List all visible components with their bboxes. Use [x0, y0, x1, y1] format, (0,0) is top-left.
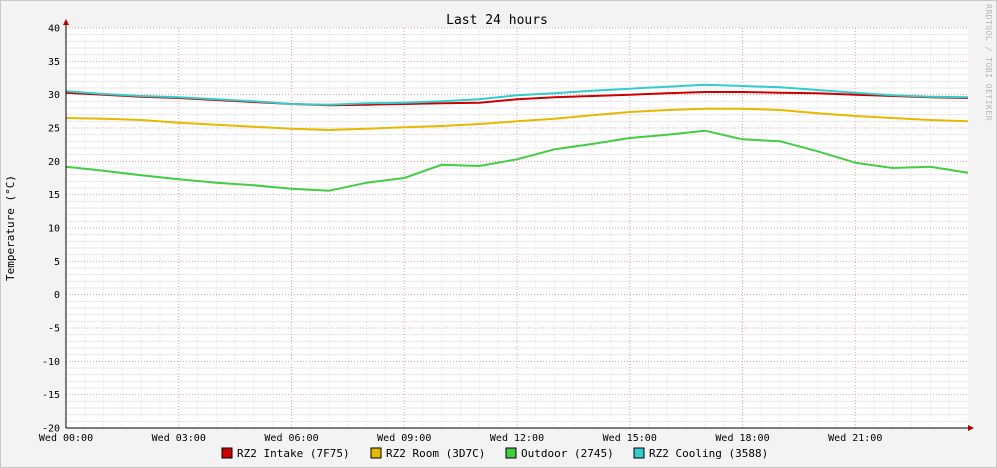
x-tick-label: Wed 06:00: [264, 433, 318, 444]
x-tick-label: Wed 18:00: [715, 433, 769, 444]
legend-label: RZ2 Room (3D7C): [386, 447, 485, 460]
x-tick-label: Wed 09:00: [377, 433, 431, 444]
x-tick-label: Wed 00:00: [39, 433, 93, 444]
legend-swatch: [370, 447, 382, 459]
y-tick-label: 40: [48, 24, 60, 35]
y-tick-label: 10: [48, 224, 60, 235]
y-tick-label: -10: [42, 357, 60, 368]
y-tick-label: 20: [48, 157, 60, 168]
legend: RZ2 Intake (7F75) RZ2 Room (3D7C) Outdoor …: [221, 447, 768, 460]
x-axis-arrow-icon: [968, 425, 974, 431]
y-tick-label: -5: [48, 324, 60, 335]
legend-label: Outdoor (2745): [521, 447, 614, 460]
y-tick-label: 5: [54, 257, 60, 268]
y-axis-arrow-icon: [63, 19, 69, 25]
legend-swatch: [505, 447, 517, 459]
y-tick-labels: 40 35 30 25 20 15 10 5 0 -5 -10 -15 -20: [42, 24, 60, 435]
x-tick-label: Wed 03:00: [152, 433, 206, 444]
y-tick-label: 15: [48, 190, 60, 201]
y-tick-label: -20: [42, 424, 60, 435]
y-tick-label: 35: [48, 57, 60, 68]
x-tick-label: Wed 12:00: [490, 433, 544, 444]
y-tick-label: -15: [42, 390, 60, 401]
watermark-text: RRDTOOL / TOBI OETIKER: [984, 4, 993, 121]
y-tick-label: 25: [48, 124, 60, 135]
legend-label: RZ2 Cooling (3588): [649, 447, 768, 460]
x-tick-label: Wed 21:00: [828, 433, 882, 444]
series-lines: [65, 83, 969, 192]
x-tick-label: Wed 15:00: [603, 433, 657, 444]
y-tick-label: 0: [54, 290, 60, 301]
legend-swatch: [221, 447, 233, 459]
series-line-3: [65, 83, 969, 106]
series-line-1: [65, 107, 969, 131]
x-tick-labels: Wed 00:00 Wed 03:00 Wed 06:00 Wed 09:00 Wed …: [39, 433, 882, 444]
legend-swatch: [633, 447, 645, 459]
chart-title: Last 24 hours: [446, 13, 548, 28]
y-tick-label: 30: [48, 90, 60, 101]
series-line-2: [65, 129, 969, 192]
legend-label: RZ2 Intake (7F75): [237, 447, 350, 460]
y-axis-label: Temperature (°C): [4, 175, 17, 281]
